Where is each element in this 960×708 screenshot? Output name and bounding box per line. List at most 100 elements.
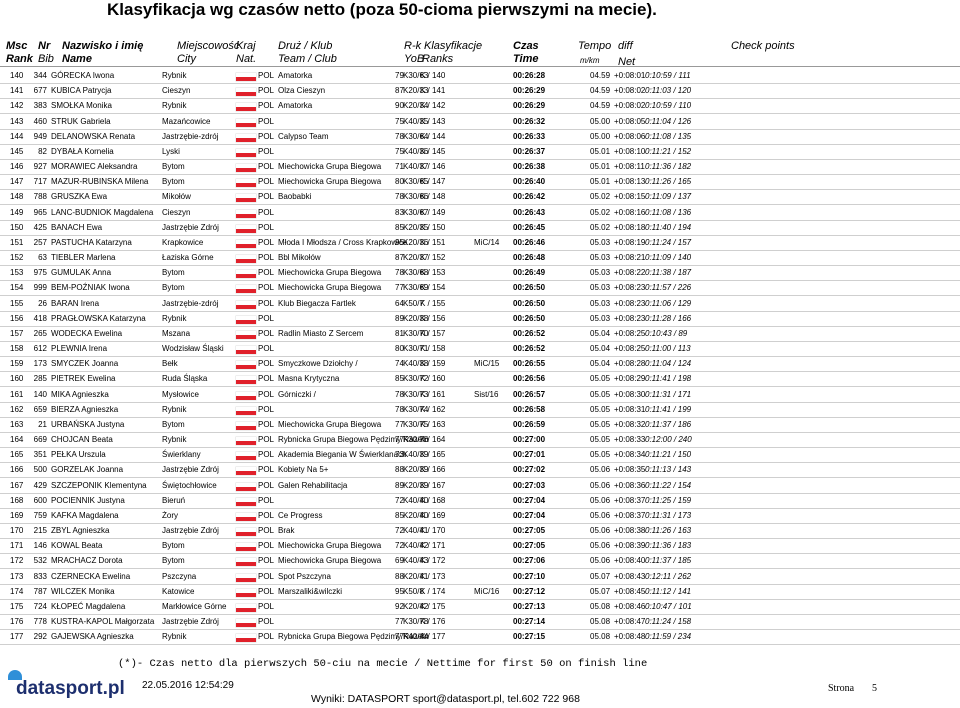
club: Olza Cieszyn xyxy=(278,86,326,96)
club: Spot Pszczyna xyxy=(278,571,331,581)
pace: 05.05 xyxy=(590,435,611,445)
name: PIETREK Ewelina xyxy=(51,374,116,384)
yob: 77 xyxy=(395,617,404,627)
time: 00:26:28 xyxy=(513,71,546,80)
nat: POL xyxy=(258,541,275,551)
pace: 05.06 xyxy=(590,526,611,536)
net: 0:11:28 / 166 xyxy=(645,313,692,323)
nat: POL xyxy=(258,632,275,642)
club: Kobiety Na 5+ xyxy=(278,465,329,475)
rank: 148 xyxy=(10,192,24,202)
diff: +0:08:23 xyxy=(614,298,646,308)
bib: 612 xyxy=(33,344,47,354)
flag xyxy=(236,558,256,567)
flag xyxy=(236,452,256,461)
pace: 05.03 xyxy=(590,313,611,323)
name: BIERZA Agnieszka xyxy=(51,404,119,414)
net: 0:10:59 / 110 xyxy=(645,101,692,111)
rank: 140 xyxy=(10,71,24,80)
diff: +0:08:35 xyxy=(614,465,646,475)
row-rule xyxy=(0,401,960,403)
rank: 174 xyxy=(10,586,24,596)
column-subheader: m/km xyxy=(580,56,600,65)
diff: +0:08:11 xyxy=(614,162,645,172)
category: K20/42 xyxy=(403,601,429,611)
time: 00:27:00 xyxy=(513,435,546,445)
rank: 168 xyxy=(10,495,24,505)
gender-rank: K / 169 xyxy=(420,510,446,520)
yob: 88 xyxy=(395,571,404,581)
nat: POL xyxy=(258,86,275,96)
yob: 92 xyxy=(395,601,404,611)
nat: POL xyxy=(258,601,275,611)
gender-rank: K / 141 xyxy=(420,86,446,96)
diff: +0:08:34 xyxy=(614,450,646,460)
diff: +0:08:30 xyxy=(614,389,646,399)
club: Bbl Mikołów xyxy=(278,253,321,263)
bib: 351 xyxy=(33,450,47,460)
gender-rank: K / 174 xyxy=(420,586,446,596)
city: Markłowice Górne xyxy=(162,601,227,611)
net: 0:11:26 / 165 xyxy=(645,177,692,187)
city: Cieszyn xyxy=(162,86,191,96)
diff: +0:08:05 xyxy=(614,116,646,126)
rank: 173 xyxy=(10,571,24,581)
gender-rank: K / 140 xyxy=(420,71,446,80)
rank: 169 xyxy=(10,510,24,520)
city: Żory xyxy=(162,510,178,520)
city: Cieszyn xyxy=(162,207,191,217)
rank: 156 xyxy=(10,313,24,323)
bib: 949 xyxy=(33,131,47,141)
flag xyxy=(236,103,256,112)
pace: 05.04 xyxy=(590,344,611,354)
name: STRUK Gabriela xyxy=(51,116,111,126)
column-subheader: Ranks xyxy=(422,53,454,65)
row-rule xyxy=(0,204,960,206)
pace: 05.03 xyxy=(590,253,611,263)
category: K30/72 xyxy=(403,374,429,384)
rank: 153 xyxy=(10,268,24,278)
column-subheader: Nat. xyxy=(236,53,257,65)
name: MAZUR-RUBINSKA Milena xyxy=(51,177,149,187)
city: Bytom xyxy=(162,177,185,187)
bib: 965 xyxy=(33,207,47,217)
diff: +0:08:28 xyxy=(614,359,646,369)
category: K30/69 xyxy=(403,283,429,293)
category: K30/73 xyxy=(403,389,429,399)
pace: 05.08 xyxy=(590,617,611,627)
category: K50/8 xyxy=(403,586,424,596)
flag xyxy=(236,315,256,324)
bib: 999 xyxy=(33,283,47,293)
time: 00:26:52 xyxy=(513,344,546,354)
yob: 88 xyxy=(395,465,404,475)
bib: 26 xyxy=(38,298,47,308)
pace: 05.05 xyxy=(590,374,611,384)
rank: 142 xyxy=(10,101,24,111)
nat: POL xyxy=(258,510,275,520)
city: Bytom xyxy=(162,268,185,278)
net: 0:11:36 / 182 xyxy=(645,162,692,172)
rank: 172 xyxy=(10,556,24,566)
row-rule xyxy=(0,447,960,449)
row-rule xyxy=(0,325,960,327)
flag xyxy=(236,73,256,81)
gender-rank: K / 173 xyxy=(420,571,446,581)
bib: 788 xyxy=(33,192,47,202)
yob: 75 xyxy=(395,146,404,156)
time: 00:27:12 xyxy=(513,586,546,596)
city: Łaziska Górne xyxy=(162,253,214,263)
city: Krapkowice xyxy=(162,237,204,247)
club: Smyczkowe Dziołchy / xyxy=(278,359,358,369)
pace: 05.01 xyxy=(590,162,611,172)
net: 0:11:37 / 186 xyxy=(645,419,692,429)
column-subheader: City xyxy=(177,53,196,65)
pace: 05.03 xyxy=(590,298,611,308)
gender-rank: K / 144 xyxy=(420,131,446,141)
diff: +0:08:19 xyxy=(614,237,646,247)
pace: 05.00 xyxy=(590,131,611,141)
footnote: (*)- Czas netto dla pierwszych 50-ciu na… xyxy=(118,658,648,670)
net: 0:11:24 / 157 xyxy=(645,237,692,247)
city: Jastrzębie-zdrój xyxy=(162,131,219,141)
row-rule xyxy=(0,629,960,631)
club: Górniczki / xyxy=(278,389,316,399)
